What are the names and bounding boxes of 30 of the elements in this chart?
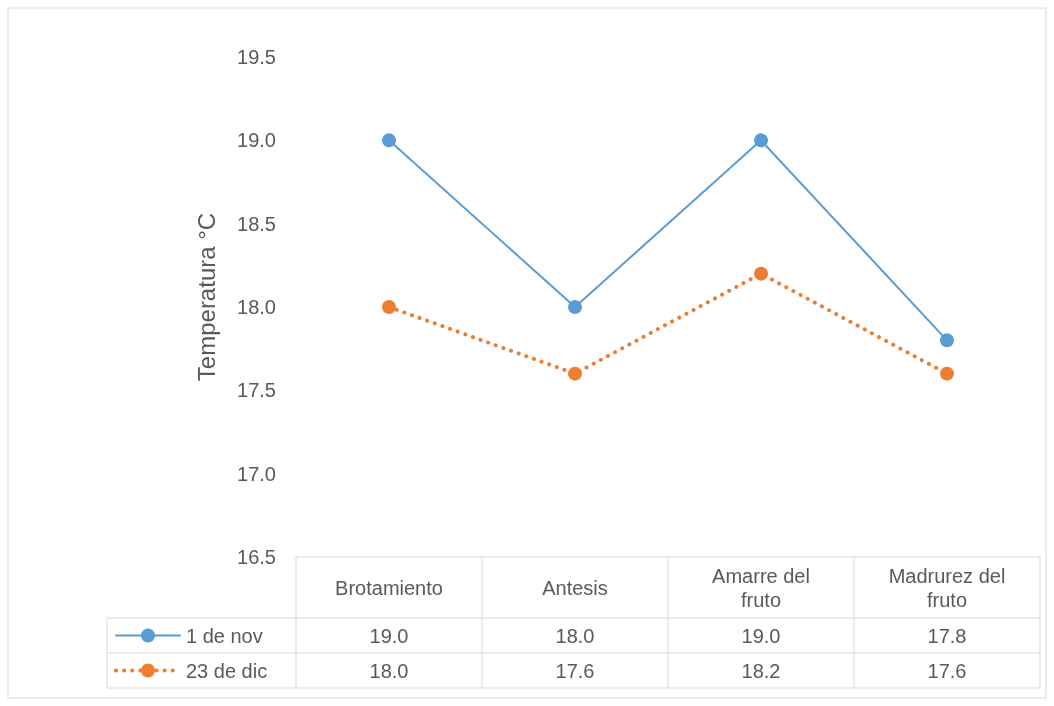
data-label: 18.2 [741,659,781,682]
point [754,133,768,148]
legend-label: 23 de dic [186,659,268,682]
data-label: 19.0 [369,624,409,647]
point [754,266,768,281]
y-axis-title: Temperatura °C [193,212,220,382]
y-tick-label: 17.5 [237,379,276,402]
y-tick-label: 19.5 [237,46,276,68]
y-tick-label: 18.5 [237,212,276,235]
data-label: 18.0 [555,624,595,647]
x-tick-label: Antesis [542,576,608,599]
data-label: 18.0 [369,659,409,682]
y-tick-label: 17.0 [237,462,276,485]
data-label: 17.8 [927,624,967,647]
data-label: 17.6 [927,659,967,682]
y-tick-label: 16.5 [237,546,276,568]
legend-label: 1 de nov [186,624,263,647]
data-label: 19.0 [741,624,781,647]
point [382,300,396,314]
point [568,366,582,381]
data-label: 17.6 [555,659,595,682]
x-tick-label: Amarre del fruto [712,564,810,611]
x-tick-label: Brotamiento [335,576,443,599]
point [568,300,582,314]
y-tick-label: 19.0 [237,129,276,152]
y-tick-label: 18.0 [237,296,276,318]
point [940,333,954,348]
x-tick-label: Madrurez del fruto [888,564,1006,611]
point [382,133,396,148]
point [940,366,954,381]
